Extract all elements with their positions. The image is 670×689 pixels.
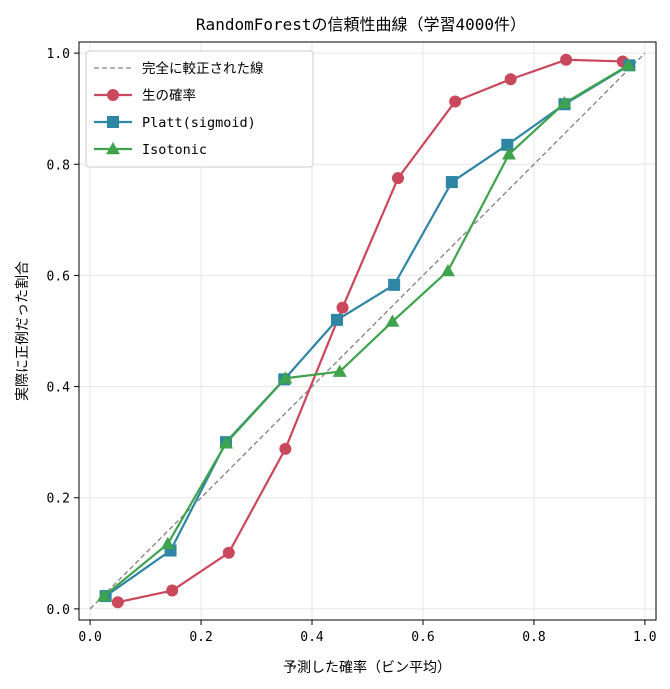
x-tick-label: 0.4 xyxy=(300,630,324,645)
legend-item: Isotonic xyxy=(94,142,207,158)
legend-item: 完全に較正された線 xyxy=(94,60,264,77)
data-point xyxy=(449,95,462,108)
y-tick-label: 0.2 xyxy=(47,492,70,507)
data-point xyxy=(278,371,293,384)
data-point xyxy=(332,364,347,377)
data-point xyxy=(557,96,572,109)
legend-marker xyxy=(106,142,120,155)
data-point xyxy=(504,73,517,86)
data-point xyxy=(385,314,400,327)
data-point xyxy=(501,138,514,151)
data-point xyxy=(166,584,179,597)
series-line xyxy=(117,58,623,604)
data-point xyxy=(219,436,234,449)
data-point xyxy=(160,536,175,550)
legend-label: 完全に較正された線 xyxy=(142,60,264,77)
data-point xyxy=(279,442,292,455)
data-point xyxy=(111,596,124,609)
legend-label: Platt(sigmoid) xyxy=(142,115,256,131)
ticks: 0.0 0.2 0.4 0.6 0.8 1.0 0.0 0.2 0.4 0.6 0.8 1.0 xyxy=(47,47,657,645)
x-tick-label: 0.2 xyxy=(189,630,212,645)
plot-border xyxy=(78,41,657,621)
y-tick-label: 0.4 xyxy=(47,381,71,396)
y-tick-label: 0.6 xyxy=(47,269,70,284)
x-tick-label: 1.0 xyxy=(633,630,656,645)
data-point xyxy=(392,172,405,185)
x-tick-label: 0.6 xyxy=(411,630,434,645)
data-point xyxy=(330,313,343,326)
legend-item: 生の確率 xyxy=(94,87,196,104)
data-point xyxy=(501,147,516,160)
x-tick-label: 0.8 xyxy=(522,630,545,645)
data-point xyxy=(96,589,111,602)
x-axis-label: 予測した確率（ビン平均） xyxy=(283,659,451,676)
y-tick-label: 0.0 xyxy=(47,603,70,618)
legend-marker xyxy=(107,89,119,101)
chart-title: RandomForestの信頼性曲線（学習4000件） xyxy=(196,15,526,34)
y-axis-label: 実際に正例だった割合 xyxy=(14,261,31,401)
data-point xyxy=(222,546,235,559)
data-point xyxy=(440,263,455,277)
series-series-0 xyxy=(111,53,629,609)
legend-box xyxy=(85,50,314,168)
series-line xyxy=(103,64,629,597)
series-isotonic xyxy=(96,58,636,602)
legend-marker xyxy=(107,116,119,128)
legend-label: Isotonic xyxy=(142,142,207,158)
data-point xyxy=(336,301,349,314)
data-point xyxy=(560,53,573,66)
data-point xyxy=(621,58,636,71)
data-point xyxy=(445,176,458,189)
data-point xyxy=(388,278,401,291)
series-line xyxy=(104,64,630,598)
y-tick-label: 1.0 xyxy=(47,47,70,62)
legend-item: Platt(sigmoid) xyxy=(94,115,256,131)
x-tick-label: 0.0 xyxy=(78,630,101,645)
series-layer xyxy=(96,53,636,609)
y-tick-label: 0.8 xyxy=(47,158,70,173)
legend-label: 生の確率 xyxy=(142,87,196,104)
